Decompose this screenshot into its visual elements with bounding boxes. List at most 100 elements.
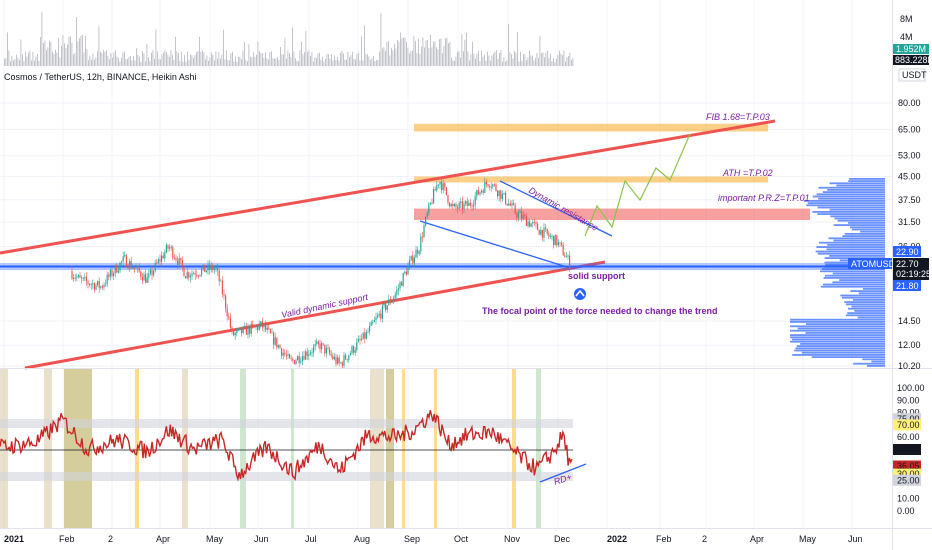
candle-body (226, 308, 228, 317)
candle-body (89, 284, 91, 285)
candle-body (439, 181, 441, 185)
volume-bar (25, 51, 26, 66)
volume-profile-bar (806, 323, 885, 325)
candle-body (73, 277, 75, 279)
candle-body (185, 276, 187, 279)
volume-profile-bar (833, 224, 885, 226)
volume-bars (4, 11, 574, 67)
volume-profile-bar (792, 354, 885, 356)
candle-body (156, 262, 158, 264)
volume-bar (124, 51, 125, 66)
volume-bar (364, 25, 365, 67)
volume-bar (101, 53, 103, 66)
volume-bar (527, 57, 529, 66)
candle-body (138, 266, 140, 272)
candle-body (141, 276, 143, 281)
volume-profile-bar (790, 318, 885, 321)
volume-bar (28, 52, 29, 66)
candle-body (492, 184, 494, 187)
volume-bar (341, 50, 343, 66)
candle-body (370, 321, 372, 327)
channel-lower-line[interactable] (419, 220, 571, 269)
rsi-line[interactable] (0, 409, 573, 482)
volume-bar (317, 53, 319, 66)
lower-trendline[interactable] (24, 260, 606, 370)
solid-support-label: solid support (568, 271, 625, 281)
candle-body (265, 324, 267, 330)
volume-bar (251, 57, 253, 66)
volume-bar (31, 60, 32, 66)
rsi-band-9 (402, 369, 405, 528)
volume-profile-bar (819, 270, 885, 273)
candle-body (81, 277, 83, 279)
projection-path[interactable] (584, 133, 691, 237)
candle-body (527, 221, 529, 226)
candle-body (237, 328, 239, 330)
volume-bar (154, 58, 155, 66)
candle-body (276, 337, 278, 348)
volume-bar (172, 54, 173, 66)
volume-profile-bar (837, 219, 885, 222)
candle-body (351, 346, 353, 354)
candle-body (455, 204, 457, 208)
volume-last-tag-bg (893, 44, 929, 54)
volume-bar (247, 61, 248, 66)
volume-profile-bar (857, 316, 885, 319)
candle-body (388, 299, 390, 306)
currency-box[interactable] (898, 68, 926, 82)
candle-body (460, 201, 462, 204)
candle-body (113, 273, 115, 276)
candle-body (311, 352, 313, 354)
volume-axis: 8M 4M (900, 14, 913, 42)
volume-bar (412, 50, 413, 66)
rsi-divergence-line[interactable] (539, 463, 587, 483)
volume-profile-bar (840, 294, 885, 297)
volume-bar (415, 40, 416, 66)
volume-bar (137, 54, 139, 66)
candle-body (178, 257, 180, 265)
candle-body (487, 184, 489, 186)
volume-bar (307, 52, 308, 66)
volume-bar (491, 55, 493, 66)
volume-bar (476, 53, 478, 66)
candle-body (545, 227, 547, 229)
volume-bar (17, 57, 19, 66)
candle-body (253, 325, 255, 327)
volume-bar (544, 57, 545, 66)
candle-body (346, 359, 348, 361)
volume-bar (383, 47, 385, 66)
candle-body (565, 256, 567, 258)
volume-bar (98, 26, 100, 66)
volume-profile-bar (797, 327, 885, 330)
volume-bar (116, 56, 118, 66)
volume-profile-bar (821, 268, 885, 270)
volume-bar (107, 56, 109, 66)
candle-body (335, 356, 337, 364)
volume-bar (494, 51, 496, 66)
candle-body (449, 203, 451, 207)
volume-bar (502, 61, 503, 66)
candle-body (319, 343, 321, 350)
volume-bar (539, 36, 541, 66)
candle-body (453, 204, 455, 207)
candle-body (474, 196, 476, 205)
candle-body (116, 265, 118, 273)
tag-21-80-bg (893, 280, 921, 291)
time-tick-4: May (206, 534, 224, 544)
candle-body (383, 303, 385, 306)
volume-profile-bar (815, 250, 885, 253)
upper-trendline[interactable] (0, 119, 776, 255)
candle-body (409, 260, 411, 266)
time-tick-3: Apr (156, 534, 170, 544)
volume-bar (395, 48, 397, 66)
rsi-tag-bg-9 (893, 468, 921, 480)
volume-bar (316, 58, 317, 66)
volume-bar (479, 61, 481, 66)
candle-body (417, 249, 419, 254)
candle-body (231, 327, 233, 331)
volume-bar (283, 54, 284, 66)
volume-profile-bar (811, 356, 885, 358)
candle-body (530, 223, 532, 227)
volume-profile-bar (816, 246, 885, 248)
dynamic-resistance-line[interactable] (499, 180, 613, 237)
